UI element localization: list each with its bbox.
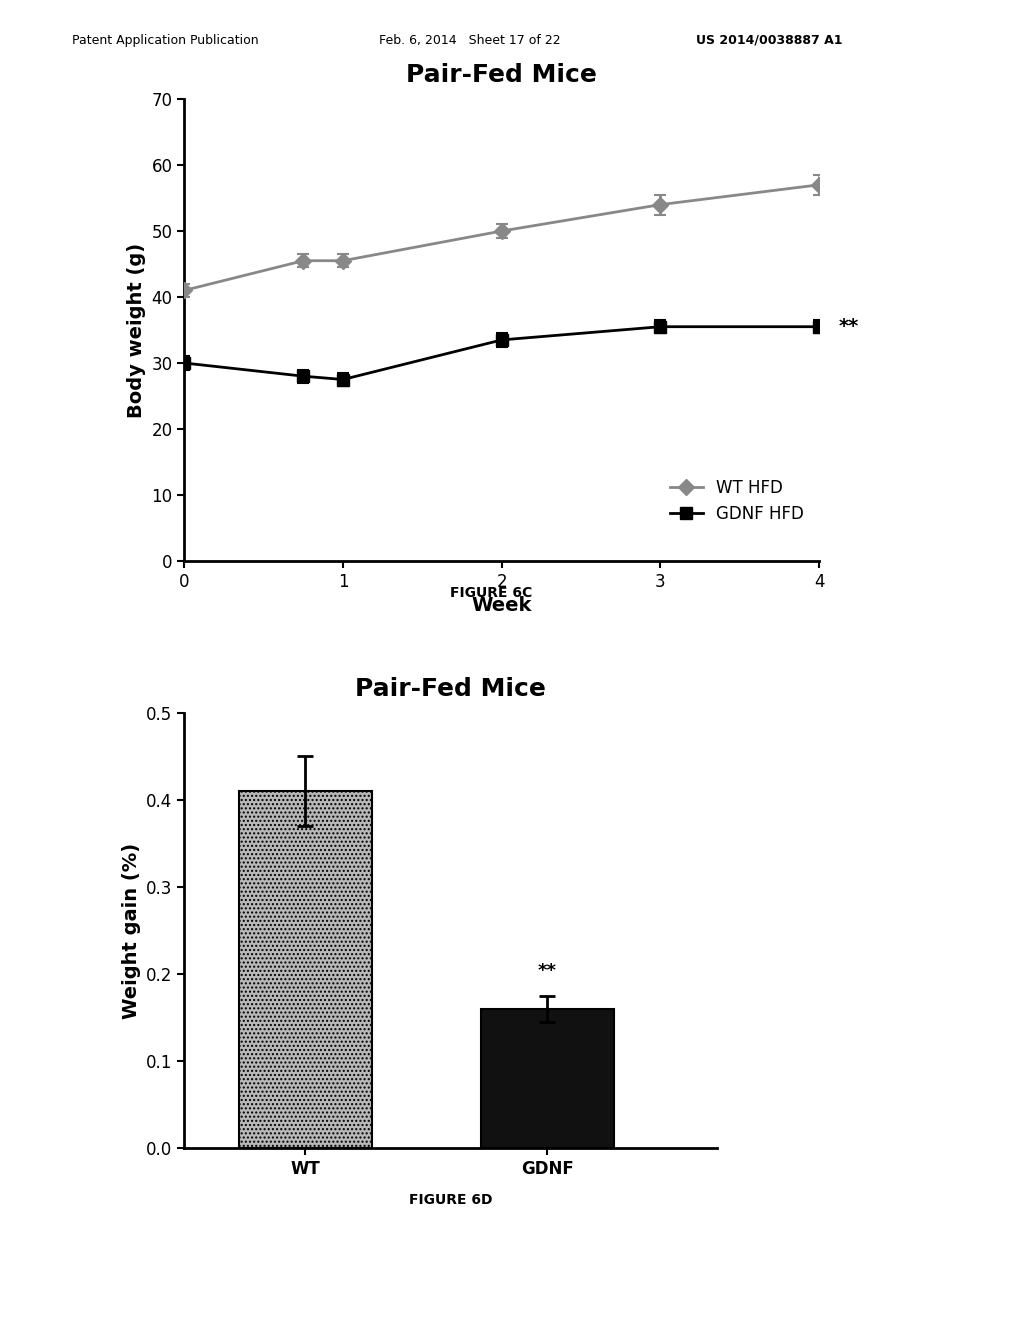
Y-axis label: Weight gain (%): Weight gain (%) — [122, 842, 140, 1019]
X-axis label: Week: Week — [472, 597, 531, 615]
Text: FIGURE 6D: FIGURE 6D — [409, 1193, 493, 1206]
Text: FIGURE 6C: FIGURE 6C — [451, 586, 532, 599]
Y-axis label: Body weight (g): Body weight (g) — [127, 243, 145, 417]
Title: Pair-Fed Mice: Pair-Fed Mice — [355, 677, 546, 701]
Bar — [239, 791, 372, 1148]
Text: **: ** — [839, 317, 858, 337]
Text: Patent Application Publication: Patent Application Publication — [72, 33, 258, 46]
Title: Pair-Fed Mice: Pair-Fed Mice — [407, 63, 597, 87]
Bar — [481, 1008, 614, 1148]
Legend: WT HFD, GDNF HFD: WT HFD, GDNF HFD — [663, 473, 811, 529]
Text: US 2014/0038887 A1: US 2014/0038887 A1 — [696, 33, 843, 46]
Text: **: ** — [538, 962, 557, 981]
Text: Feb. 6, 2014   Sheet 17 of 22: Feb. 6, 2014 Sheet 17 of 22 — [379, 33, 560, 46]
